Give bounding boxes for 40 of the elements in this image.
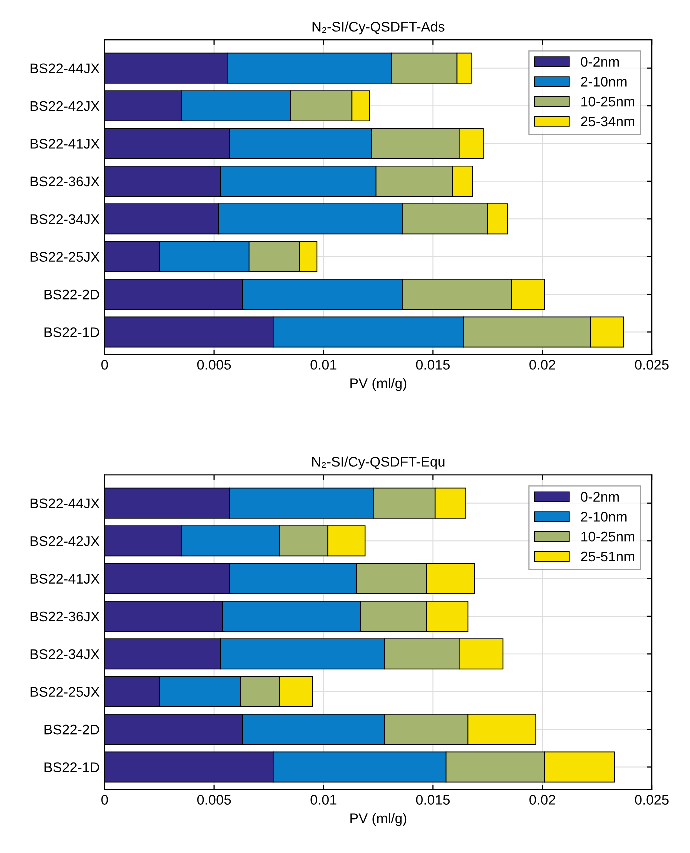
x-tick-label: 0.02 xyxy=(530,360,556,370)
y-tick-label: BS22-25JX xyxy=(30,687,100,698)
y-tick-label: BS22-41JX xyxy=(30,139,100,149)
x-tick-label: 0.01 xyxy=(310,360,337,370)
y-tick-label: BS22-1D xyxy=(44,762,100,772)
y-tick-label: BS22-42JX xyxy=(30,536,100,546)
x-tick-label: 0.025 xyxy=(635,795,669,805)
x-tick-label: 0.01 xyxy=(310,795,337,805)
legend-label: 2-10nm xyxy=(581,77,627,87)
legend-label: 0-2nm xyxy=(581,57,620,67)
legend-label: 10-25nm xyxy=(582,532,634,542)
chart-title: N₂-SI/Cy-QSDFT-Equ xyxy=(312,456,445,470)
y-tick-label: BS22-2D xyxy=(44,724,100,735)
y-tick-label: BS22-42JX xyxy=(30,101,100,112)
legend-label: 0-2nm xyxy=(581,492,620,502)
y-tick-label: BS22-36JX xyxy=(30,176,100,187)
x-tick-label: 0 xyxy=(102,360,108,370)
legend-label: 2-10nm xyxy=(581,512,627,522)
x-tick-label: 0.005 xyxy=(197,360,232,370)
y-tick-label: BS22-44JX xyxy=(30,64,100,74)
legend-label: 25-51nm xyxy=(581,552,634,562)
x-tick-label: 0.015 xyxy=(416,360,450,370)
x-axis-title: PV (ml/g) xyxy=(350,378,407,392)
x-tick-label: 0.015 xyxy=(416,795,450,805)
x-tick-label: 0.005 xyxy=(197,795,232,805)
y-tick-label: BS22-41JX xyxy=(30,574,100,584)
chart-title: N₂-SI/Cy-QSDFT-Ads xyxy=(312,22,445,35)
y-tick-label: BS22-44JX xyxy=(30,498,100,509)
legend-label: 25-34nm xyxy=(581,116,634,127)
y-tick-label: BS22-1D xyxy=(44,328,100,338)
y-tick-label: BS22-36JX xyxy=(30,612,100,622)
x-tick-label: 0.025 xyxy=(635,360,669,370)
y-tick-label: BS22-2D xyxy=(44,290,100,300)
legend-label: 10-25nm xyxy=(582,96,634,107)
y-tick-label: BS22-34JX xyxy=(30,214,100,224)
y-tick-label: BS22-34JX xyxy=(30,650,100,660)
x-axis-title: PV (ml/g) xyxy=(350,813,407,826)
y-tick-label: BS22-25JX xyxy=(30,252,100,262)
x-tick-label: 0 xyxy=(102,795,108,805)
x-tick-label: 0.02 xyxy=(530,795,556,805)
